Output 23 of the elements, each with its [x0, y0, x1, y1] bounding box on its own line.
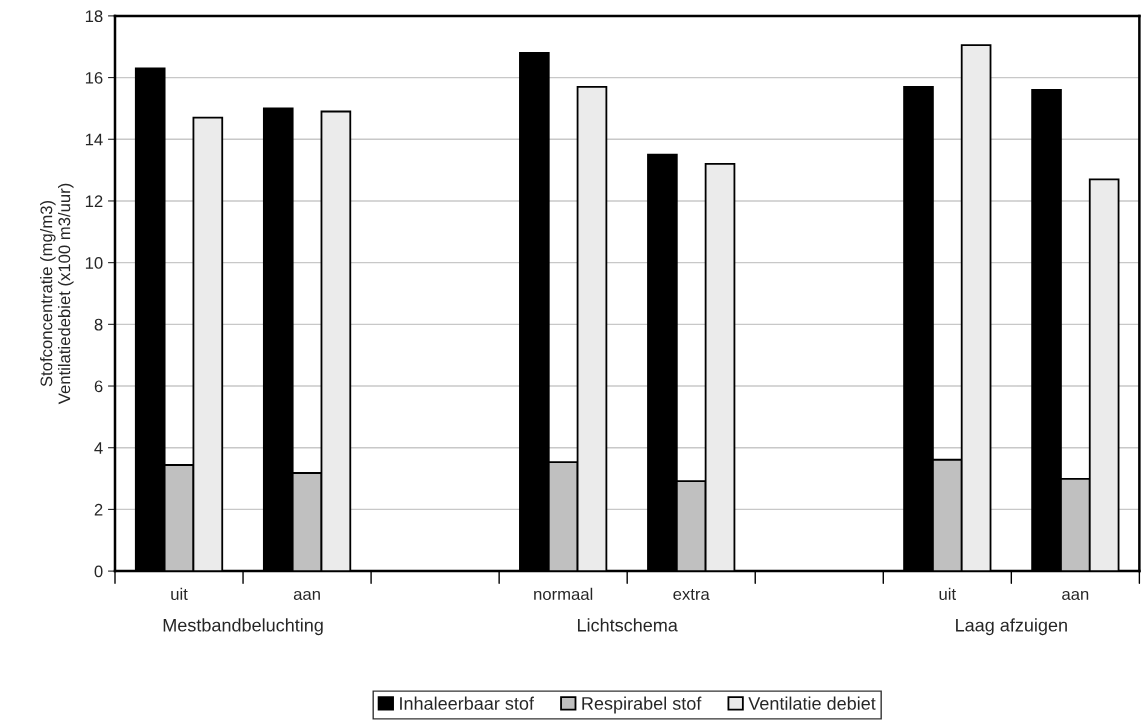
y-tick-label: 6 — [94, 380, 103, 393]
y-tick-label: 4 — [94, 442, 103, 454]
text: Laag afzuigen — [956, 618, 1067, 636]
y-tick-label: 14 — [85, 133, 103, 146]
legend-label: Ventilatie debiet — [748, 696, 876, 710]
y-tick-label: 18 — [85, 10, 103, 23]
x-tick-label: extra — [673, 589, 710, 601]
y-tick-label: 2 — [94, 503, 103, 516]
y-tick-label: 10 — [85, 257, 103, 269]
y-tick-label: 16 — [85, 71, 103, 84]
x-tick-label: normaal — [534, 587, 593, 601]
y-tick-label: 0 — [94, 565, 103, 578]
x-tick-label: uit — [939, 587, 956, 601]
text: Mestbandbeluchting — [163, 618, 323, 636]
x-tick-label: aan — [293, 590, 320, 601]
legend-label: Respirabel stof — [582, 696, 702, 714]
y-axis-title: Stofconcentratie (mg/m3) Ventilatiedebiet (x100 m3/uur) — [40, 183, 74, 405]
legend-label: Inhaleerbaar stof — [400, 696, 534, 710]
text: Lichtschema — [577, 618, 678, 632]
y-tick-label: 8 — [94, 318, 103, 331]
y-tick-label: 12 — [85, 195, 103, 207]
x-tick-label: uit — [171, 587, 188, 601]
x-tick-label: aan — [1062, 590, 1089, 601]
